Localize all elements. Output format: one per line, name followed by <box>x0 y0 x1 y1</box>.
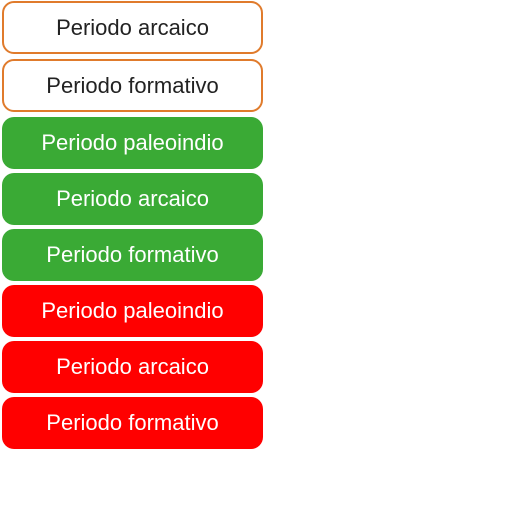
option-incorrect-paleoindio[interactable]: Periodo paleoindio <box>2 285 263 337</box>
option-incorrect-formativo[interactable]: Periodo formativo <box>2 397 263 449</box>
option-label: Periodo formativo <box>46 242 219 267</box>
option-label: Periodo arcaico <box>56 14 209 40</box>
option-correct-formativo[interactable]: Periodo formativo <box>2 229 263 281</box>
option-neutral-arcaico[interactable]: Periodo arcaico <box>2 1 263 54</box>
option-neutral-formativo[interactable]: Periodo formativo <box>2 59 263 112</box>
option-label: Periodo paleoindio <box>41 130 224 155</box>
option-incorrect-arcaico[interactable]: Periodo arcaico <box>2 341 263 393</box>
option-label: Periodo paleoindio <box>41 298 224 323</box>
option-label: Periodo formativo <box>46 410 219 435</box>
option-label: Periodo formativo <box>46 72 219 98</box>
option-label: Periodo arcaico <box>56 186 209 211</box>
option-label: Periodo arcaico <box>56 354 209 379</box>
option-correct-paleoindio[interactable]: Periodo paleoindio <box>2 117 263 169</box>
option-correct-arcaico[interactable]: Periodo arcaico <box>2 173 263 225</box>
